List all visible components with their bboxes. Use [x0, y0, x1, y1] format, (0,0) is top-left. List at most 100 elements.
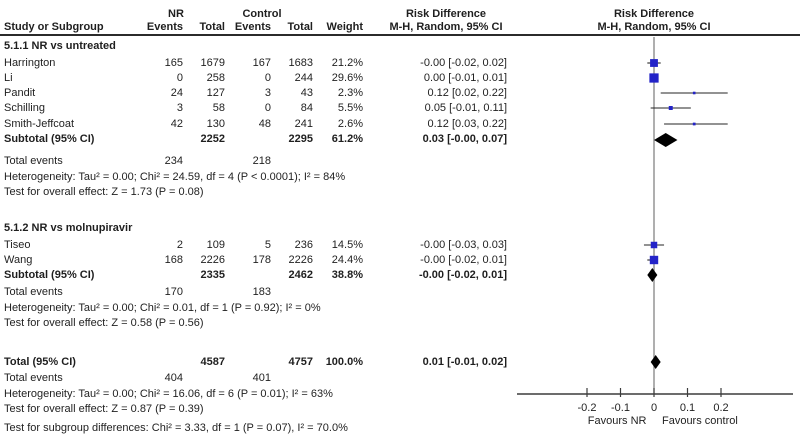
header-divider [0, 34, 800, 36]
subtotal-row: Subtotal (95% CI) 2335 2462 38.8% -0.00 … [4, 269, 507, 281]
cell-total-nr: 58 [212, 102, 225, 114]
col-effect-sub: M-H, Random, 95% CI [389, 21, 503, 33]
header-plot-title: Risk Difference [613, 8, 695, 20]
cell-events-control: 0 [264, 102, 271, 114]
effect-square [650, 241, 658, 249]
cell-total-control: 43 [300, 87, 313, 99]
heterogeneity-note: Heterogeneity: Tau² = 0.00; Chi² = 16.06… [4, 388, 333, 400]
heterogeneity-note: Heterogeneity: Tau² = 0.00; Chi² = 24.59… [4, 171, 346, 183]
overall-effect-note: Test for overall effect: Z = 0.87 (P = 0… [4, 403, 204, 415]
overall-effect-note: Test for overall effect: Z = 0.58 (P = 0… [4, 317, 204, 329]
cell-events-nr: 168 [164, 254, 183, 266]
study-name: Tiseo [4, 239, 31, 251]
subgroup-title: 5.1.2 NR vs molnupiravir [4, 222, 133, 234]
cell-total-control: 241 [294, 118, 313, 130]
header-nr: NR [168, 8, 184, 20]
study-row: Harrington 165 1679 167 1683 21.2% -0.00… [0, 56, 512, 70]
summary-diamond [654, 133, 678, 147]
cell-weight: 21.2% [331, 57, 363, 69]
header-row-groups: NR Control Risk Difference Risk Differen… [0, 7, 800, 21]
cell-events-nr: 0 [176, 72, 183, 84]
cell-weight: 5.5% [337, 102, 363, 114]
col-study: Study or Subgroup [4, 21, 104, 33]
col-plot-sub: M-H, Random, 95% CI [597, 21, 711, 33]
favours-left-label: Favours NR [588, 415, 647, 427]
col-events-nr: Events [146, 21, 183, 33]
cell-weight: 24.4% [331, 254, 363, 266]
overall-effect-note: Test for overall effect: Z = 1.73 (P = 0… [4, 186, 204, 198]
cell-events-nr: 24 [170, 87, 183, 99]
cell-weight: 2.3% [337, 87, 363, 99]
effect-square [649, 73, 659, 83]
total-events-row: Total events 170 183 [4, 286, 271, 298]
cell-total-nr: 1679 [200, 57, 225, 69]
cell-total-nr: 258 [206, 72, 225, 84]
cell-weight: 29.6% [331, 72, 363, 84]
cell-events-nr: 42 [170, 118, 183, 130]
cell-events-control: 48 [258, 118, 271, 130]
cell-events-nr: 165 [164, 57, 183, 69]
study-name: Li [4, 72, 13, 84]
cell-total-nr: 109 [206, 239, 225, 251]
study-row: Pandit 24 127 3 43 2.3% 0.12 [0.02, 0.22… [0, 86, 512, 100]
cell-total-control: 84 [300, 102, 313, 114]
study-name: Schilling [4, 102, 45, 114]
cell-total-nr: 2226 [200, 254, 225, 266]
axis-tick-label: -0.1 [611, 402, 630, 414]
cell-events-control: 178 [252, 254, 271, 266]
study-name: Wang [4, 254, 33, 266]
header-row-columns: Study or Subgroup Events Total Events To… [0, 20, 800, 34]
cell-ci: -0.00 [-0.02, 0.01] [420, 254, 507, 266]
heterogeneity-note: Heterogeneity: Tau² = 0.00; Chi² = 0.01,… [4, 302, 321, 314]
cell-ci: 0.05 [-0.01, 0.11] [424, 102, 507, 114]
cell-ci: 0.12 [0.02, 0.22] [427, 87, 507, 99]
header-control: Control [242, 8, 282, 20]
cell-ci: -0.00 [-0.03, 0.03] [420, 239, 507, 251]
cell-ci: 0.12 [0.03, 0.22] [427, 118, 507, 130]
effect-square [649, 255, 659, 265]
effect-square [650, 59, 658, 67]
cell-weight: 14.5% [331, 239, 363, 251]
study-name: Harrington [4, 57, 56, 69]
cell-ci: 0.00 [-0.01, 0.01] [423, 72, 507, 84]
axis-tick-label: 0 [651, 402, 657, 414]
subgroup-difference-note: Test for subgroup differences: Chi² = 3.… [4, 422, 348, 434]
effect-square [692, 122, 696, 126]
cell-weight: 2.6% [337, 118, 363, 130]
cell-ci: -0.00 [-0.02, 0.02] [420, 57, 507, 69]
cell-events-control: 0 [264, 72, 271, 84]
subgroup-title: 5.1.1 NR vs untreated [4, 40, 116, 52]
study-row: Smith-Jeffcoat 42 130 48 241 2.6% 0.12 [… [0, 117, 512, 131]
header-effect-title: Risk Difference [405, 8, 487, 20]
favours-right-label: Favours control [662, 415, 738, 427]
study-name: Smith-Jeffcoat [4, 118, 75, 130]
cell-total-control: 244 [294, 72, 313, 84]
summary-diamond [647, 268, 658, 282]
axis-tick-label: -0.2 [578, 402, 597, 414]
study-row: Wang 168 2226 178 2226 24.4% -0.00 [-0.0… [0, 253, 512, 267]
axis-tick-label: 0.1 [680, 402, 695, 414]
effect-square [668, 106, 673, 110]
col-total-control: Total [287, 21, 313, 33]
cell-total-nr: 127 [206, 87, 225, 99]
study-row: Schilling 3 58 0 84 5.5% 0.05 [-0.01, 0.… [0, 101, 512, 115]
total-events-row: Total events 234 218 [4, 155, 271, 167]
col-weight: Weight [326, 21, 363, 33]
study-name: Pandit [4, 87, 36, 99]
cell-total-nr: 130 [206, 118, 225, 130]
forest-plot: -0.2 -0.1 0 0.1 0.2 Favours NR Favours control [517, 37, 793, 427]
axis-tick-label: 0.2 [713, 402, 728, 414]
study-row: Tiseo 2 109 5 236 14.5% -0.00 [-0.03, 0.… [0, 238, 512, 252]
cell-events-nr: 3 [176, 102, 183, 114]
total-row: Total (95% CI) 4587 4757 100.0% 0.01 [-0… [4, 356, 507, 368]
cell-total-control: 2226 [288, 254, 313, 266]
cell-total-control: 1683 [288, 57, 313, 69]
cell-events-control: 167 [252, 57, 271, 69]
cell-total-control: 236 [294, 239, 313, 251]
col-events-control: Events [234, 21, 271, 33]
subtotal-row: Subtotal (95% CI) 2252 2295 61.2% 0.03 [… [4, 133, 507, 145]
cell-events-control: 5 [264, 239, 271, 251]
col-total-nr: Total [199, 21, 225, 33]
effect-square [692, 91, 696, 95]
